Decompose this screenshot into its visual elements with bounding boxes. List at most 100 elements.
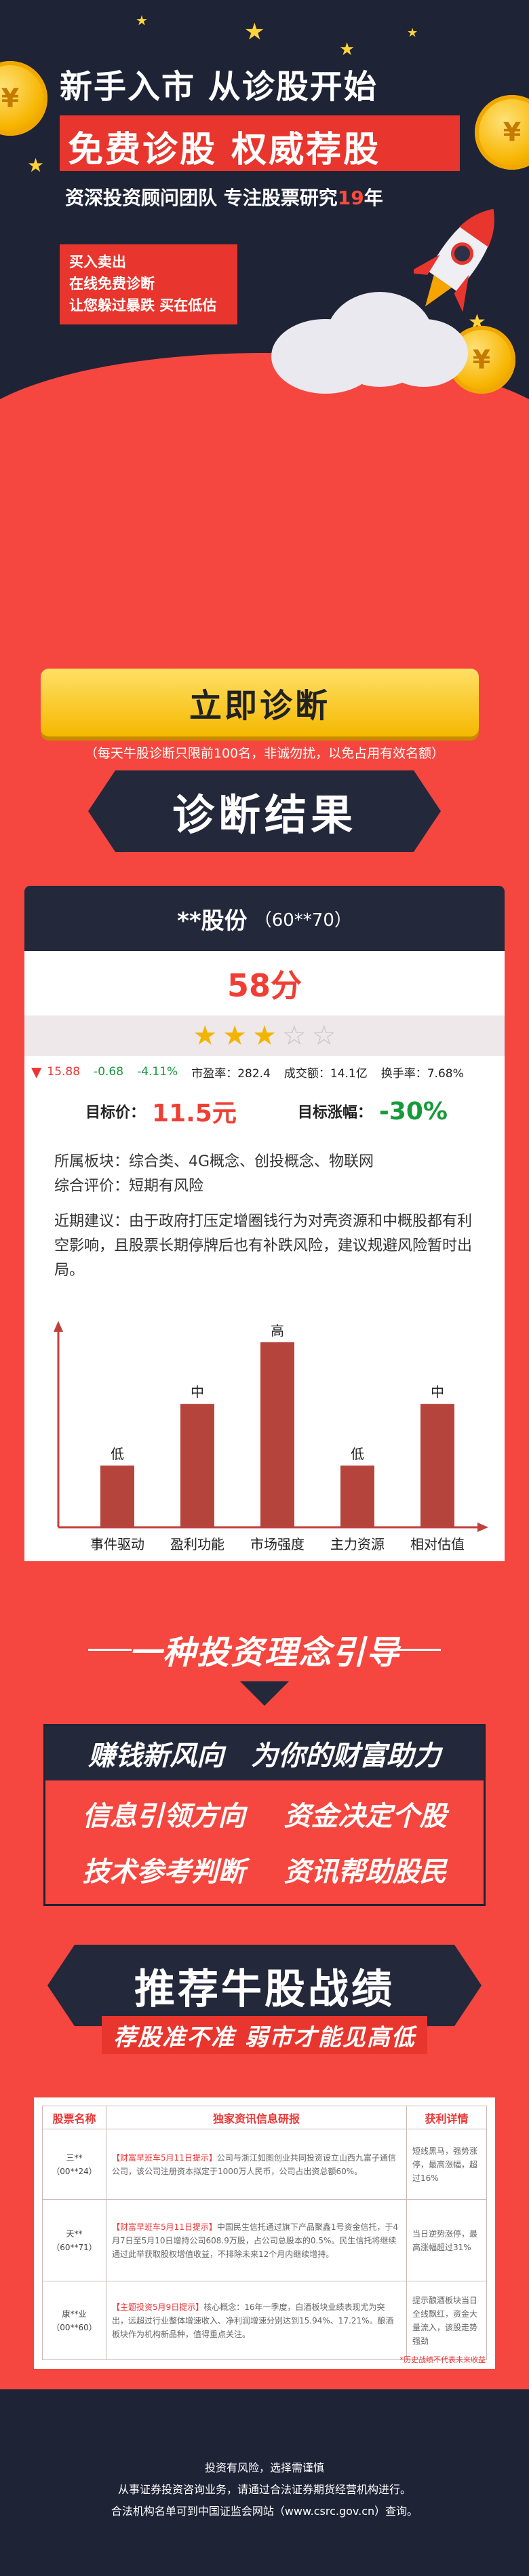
target-gain-label: 目标涨幅： xyxy=(297,1104,372,1121)
stock-card-header: **股份 （60**70） xyxy=(24,886,505,951)
stock-name: **股份 xyxy=(177,907,248,935)
star-icon: ★ xyxy=(339,39,355,60)
quote-change: -0.68 xyxy=(94,1065,124,1079)
hero-ad-box: 买入卖出 在线免费诊断 让您躲过暴跌 买在低估 xyxy=(60,244,237,324)
row-detail: 当日逆势涨停，最高涨幅超过31% xyxy=(406,2199,487,2281)
hero-banner: ★ ★ ★ ★ ★ ★ ¥ ¥ ¥ 新手入市 从诊股开始 免费诊股 权威荐股 资… xyxy=(0,0,529,475)
stock-code: （60**70） xyxy=(254,910,352,931)
record-table: 股票名称 独家资讯信息研报 获利详情 三**（00**24） 【财富早班车5月1… xyxy=(42,2106,487,2360)
hero-subtitle-text: 资深投资顾问团队 专注股票研究 xyxy=(65,187,338,209)
table-header: 获利详情 xyxy=(406,2106,487,2129)
row-news: 【财富早班车5月11日提示】中国民生信托通过旗下产品聚鑫1号资金信托，于4月7日… xyxy=(106,2199,407,2281)
star-filled-icon: ★ xyxy=(222,1020,248,1051)
diagnose-button[interactable]: 立即诊断 xyxy=(41,669,479,736)
table-row: 三**（00**24） 【财富早班车5月11日提示】公司与浙江如图创业共同投资设… xyxy=(42,2129,487,2200)
table-row: 天**（60**71） 【财富早班车5月11日提示】中国民生信托通过旗下产品聚鑫… xyxy=(42,2199,487,2281)
row-news-text: 中国民生信托通过旗下产品聚鑫1号资金信托，于4月7日至5月10日增持公司608.… xyxy=(112,2222,399,2259)
down-triangle-icon xyxy=(240,1681,289,1706)
star-icon: ★ xyxy=(407,26,418,40)
rocket-icon xyxy=(414,209,494,312)
row-news-tag: 【财富早班车5月11日提示】 xyxy=(112,2152,217,2163)
table-header: 股票名称 xyxy=(42,2106,106,2129)
guide-grid: 信息引领方向 资金决定个股 技术参考判断 资讯帮助股民 xyxy=(45,1780,484,1889)
row-news-text: 核心概念：16年一季度，白酒板块业绩表现尤为突出，远超过行业整体增速收入、净利润… xyxy=(112,2302,394,2339)
y-axis-arrow-icon xyxy=(54,1321,63,1332)
chart-bar xyxy=(260,1342,294,1527)
x-tick-label: 相对估值 xyxy=(410,1536,465,1552)
star-empty-icon: ☆ xyxy=(281,1020,307,1051)
row-news-tag: 【主题投资5月9日提示】 xyxy=(112,2302,204,2312)
stock-score: 58分 xyxy=(227,967,302,1004)
guide-title: 一种投资理念引导 xyxy=(0,1626,529,1673)
quote-price: 15.88 xyxy=(47,1065,81,1079)
table-row: 康**业（00**60） 【主题投资5月9日提示】核心概念：16年一季度，白酒板… xyxy=(42,2281,487,2360)
record-table-card: 股票名称 独家资讯信息研报 获利详情 三**（00**24） 【财富早班车5月1… xyxy=(34,2097,495,2369)
row-news-tag: 【财富早班车5月11日提示】 xyxy=(112,2222,217,2232)
stock-info: 所属板块：综合类、4G概念、创投概念、物联网 综合评价：短期有风险 近期建议：由… xyxy=(24,1135,505,1283)
stock-card: **股份 （60**70） 58分 ★ ★ ★ ☆ ☆ ▼ 15.88 -0.68 -4… xyxy=(24,886,505,1561)
hero-ad-line: 买入卖出 xyxy=(69,254,126,270)
target-price-label: 目标价： xyxy=(85,1104,146,1121)
result-title: 诊断结果 xyxy=(172,790,357,840)
guide-item: 资金决定个股 xyxy=(283,1801,447,1832)
star-empty-icon: ☆ xyxy=(311,1020,336,1051)
footer: 投资有风险，选择需谨慎 从事证券投资咨询业务，请通过合法证券期货经营机构进行。 … xyxy=(0,2389,529,2576)
bar-value-label: 高 xyxy=(271,1322,284,1339)
chart-bar xyxy=(100,1466,134,1527)
star-icon: ★ xyxy=(27,154,45,176)
guide-head-left: 赚钱新风向 xyxy=(88,1740,224,1772)
target-price: 11.5元 xyxy=(152,1100,237,1127)
row-stock-name: 天**（60**71） xyxy=(42,2199,106,2281)
chart-bar xyxy=(340,1466,374,1527)
quote-pe: 市盈率：282.4 xyxy=(191,1066,271,1081)
table-footnote: *历史战绩不代表未来收益 xyxy=(399,2355,486,2364)
guide-item: 信息引领方向 xyxy=(82,1801,246,1832)
row-news: 【财富早班车5月11日提示】公司与浙江如图创业共同投资设立山西九富子通信公司，该… xyxy=(106,2129,407,2200)
bar-value-label: 低 xyxy=(111,1446,124,1462)
footer-line: 合法机构名单可到中国证监会网站（www.csrc.gov.cn）查询。 xyxy=(111,2505,418,2518)
quote-change-pct: -4.11% xyxy=(137,1065,178,1079)
guide-head: 赚钱新风向 为你的财富助力 xyxy=(45,1726,484,1780)
hero-years: 19 xyxy=(337,187,364,209)
guide-head-right: 为你的财富助力 xyxy=(251,1740,441,1772)
cloud-shape xyxy=(380,319,468,387)
chart-bar xyxy=(180,1404,214,1527)
hero-banner-bar xyxy=(60,115,460,171)
recommend-title: 推荐牛股战绩 xyxy=(134,1965,395,2013)
row-detail: 提示酿酒板块当日全线飘红，资金大量流入，该股走势强劲 xyxy=(406,2281,487,2360)
x-tick-label: 事件驱动 xyxy=(90,1536,144,1552)
rating-stars: ★ ★ ★ ☆ ☆ xyxy=(24,1015,505,1056)
quote-row: ▼ 15.88 -0.68 -4.11% 市盈率：282.4 成交额：14.1亿… xyxy=(24,1056,505,1087)
x-tick-label: 主力资源 xyxy=(330,1536,385,1552)
guide-box: 赚钱新风向 为你的财富助力 信息引领方向 资金决定个股 技术参考判断 资讯帮助股… xyxy=(43,1724,486,1906)
table-header-row: 股票名称 独家资讯信息研报 获利详情 xyxy=(42,2106,487,2129)
stock-rating-text: 综合评价：短期有风险 xyxy=(54,1178,204,1195)
recommend-ribbon xyxy=(47,1945,482,2026)
hero-years-suffix: 年 xyxy=(364,187,383,209)
row-stock-name: 康**业（00**60） xyxy=(42,2281,106,2360)
x-tick-label: 盈利功能 xyxy=(170,1536,224,1552)
down-arrow-icon: ▼ xyxy=(31,1064,42,1080)
targets-row: 目标价： 11.5元 目标涨幅： -30% xyxy=(24,1087,505,1135)
hero-headline: 新手入市 从诊股开始 xyxy=(60,68,378,106)
x-axis-arrow-icon xyxy=(477,1523,488,1532)
footer-line: 投资有风险，选择需谨慎 xyxy=(204,2461,324,2474)
table-header: 独家资讯信息研报 xyxy=(106,2106,407,2129)
x-tick-label: 市场强度 xyxy=(250,1536,305,1552)
bar-value-label: 中 xyxy=(191,1384,204,1400)
guide-item: 资讯帮助股民 xyxy=(283,1856,447,1888)
footer-line: 从事证券投资咨询业务，请通过合法证券期货经营机构进行。 xyxy=(117,2483,411,2496)
star-filled-icon: ★ xyxy=(252,1020,277,1051)
row-news-text: 公司与浙江如图创业共同投资设立山西九富子通信公司，该公司注册资本拟定于1000万… xyxy=(112,2152,396,2176)
diagnose-note: （每天牛股诊断只限前100名，非诚勿扰，以免占用有效名额） xyxy=(84,746,445,761)
guide-item: 技术参考判断 xyxy=(82,1856,246,1888)
bar-value-label: 中 xyxy=(431,1384,444,1400)
star-filled-icon: ★ xyxy=(193,1020,218,1051)
hero-banner-text: 免费诊股 权威荐股 xyxy=(68,130,381,170)
row-stock-name: 三**（00**24） xyxy=(42,2129,106,2200)
chart-bar xyxy=(420,1404,454,1527)
star-icon: ★ xyxy=(244,18,265,45)
quote-volume: 成交额：14.1亿 xyxy=(283,1066,368,1081)
bar-value-label: 低 xyxy=(351,1446,364,1462)
